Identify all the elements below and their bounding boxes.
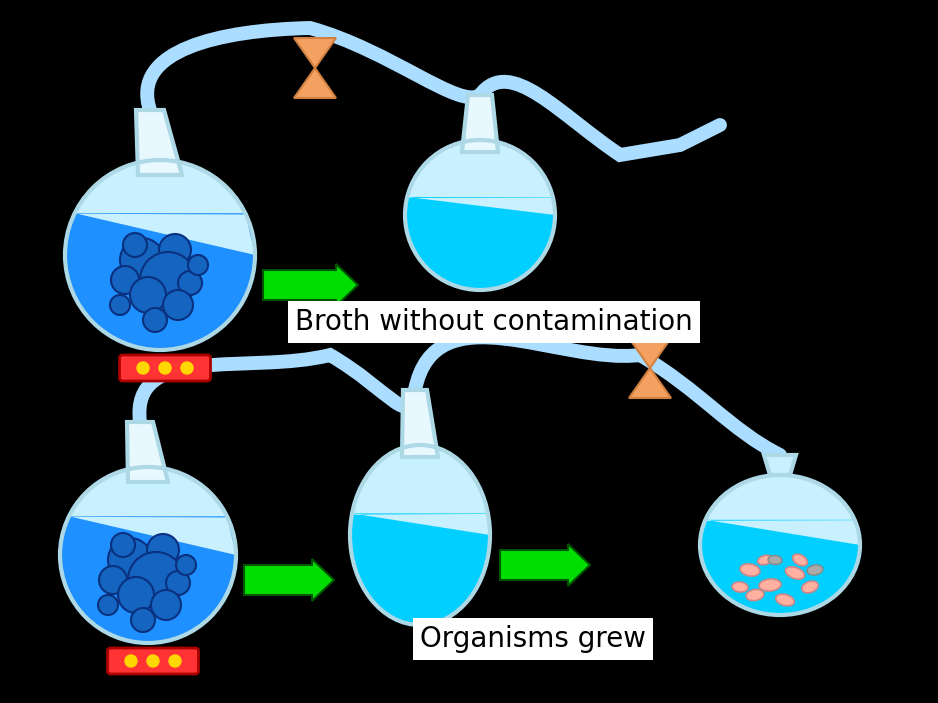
Ellipse shape <box>802 581 818 593</box>
Ellipse shape <box>776 594 794 606</box>
Circle shape <box>128 552 184 608</box>
Polygon shape <box>700 520 860 615</box>
Circle shape <box>111 533 135 557</box>
Circle shape <box>140 252 196 308</box>
FancyArrow shape <box>500 544 590 586</box>
Circle shape <box>65 160 255 350</box>
Circle shape <box>125 655 137 667</box>
Ellipse shape <box>758 555 772 565</box>
FancyArrow shape <box>244 559 334 601</box>
Polygon shape <box>294 68 336 98</box>
FancyBboxPatch shape <box>108 648 199 674</box>
Polygon shape <box>462 95 498 152</box>
Circle shape <box>130 277 166 313</box>
Circle shape <box>60 467 236 643</box>
Circle shape <box>181 362 193 374</box>
Polygon shape <box>65 213 255 350</box>
Text: Broth without contamination: Broth without contamination <box>295 308 693 336</box>
Polygon shape <box>294 38 336 68</box>
Ellipse shape <box>746 589 764 600</box>
Text: Organisms grew: Organisms grew <box>420 625 646 653</box>
Circle shape <box>98 595 118 615</box>
Polygon shape <box>629 368 671 398</box>
Circle shape <box>169 655 181 667</box>
Circle shape <box>123 233 147 257</box>
Circle shape <box>163 290 193 320</box>
FancyArrow shape <box>263 264 358 306</box>
Ellipse shape <box>807 565 823 575</box>
Circle shape <box>147 655 159 667</box>
Circle shape <box>159 234 191 266</box>
Polygon shape <box>402 390 438 457</box>
Circle shape <box>118 577 154 613</box>
Polygon shape <box>136 110 182 175</box>
Ellipse shape <box>785 567 805 579</box>
Polygon shape <box>60 516 236 643</box>
Ellipse shape <box>350 445 490 625</box>
Ellipse shape <box>700 475 860 615</box>
Polygon shape <box>350 513 490 625</box>
Circle shape <box>143 308 167 332</box>
Circle shape <box>110 295 130 315</box>
Polygon shape <box>127 422 168 482</box>
Circle shape <box>99 566 127 594</box>
Circle shape <box>111 266 139 294</box>
Circle shape <box>176 555 196 575</box>
Circle shape <box>405 140 555 290</box>
Circle shape <box>147 534 179 566</box>
Polygon shape <box>405 197 555 290</box>
Circle shape <box>137 362 149 374</box>
Circle shape <box>159 362 171 374</box>
Circle shape <box>178 271 202 295</box>
Ellipse shape <box>740 564 760 576</box>
Ellipse shape <box>732 582 748 592</box>
Circle shape <box>108 538 152 582</box>
Ellipse shape <box>759 579 781 591</box>
Circle shape <box>151 590 181 620</box>
Ellipse shape <box>768 555 782 565</box>
Circle shape <box>120 238 164 282</box>
Circle shape <box>131 608 155 632</box>
Circle shape <box>166 571 190 595</box>
Polygon shape <box>629 338 671 368</box>
Polygon shape <box>764 455 796 475</box>
Circle shape <box>188 255 208 275</box>
Ellipse shape <box>793 554 808 566</box>
FancyBboxPatch shape <box>119 355 210 381</box>
